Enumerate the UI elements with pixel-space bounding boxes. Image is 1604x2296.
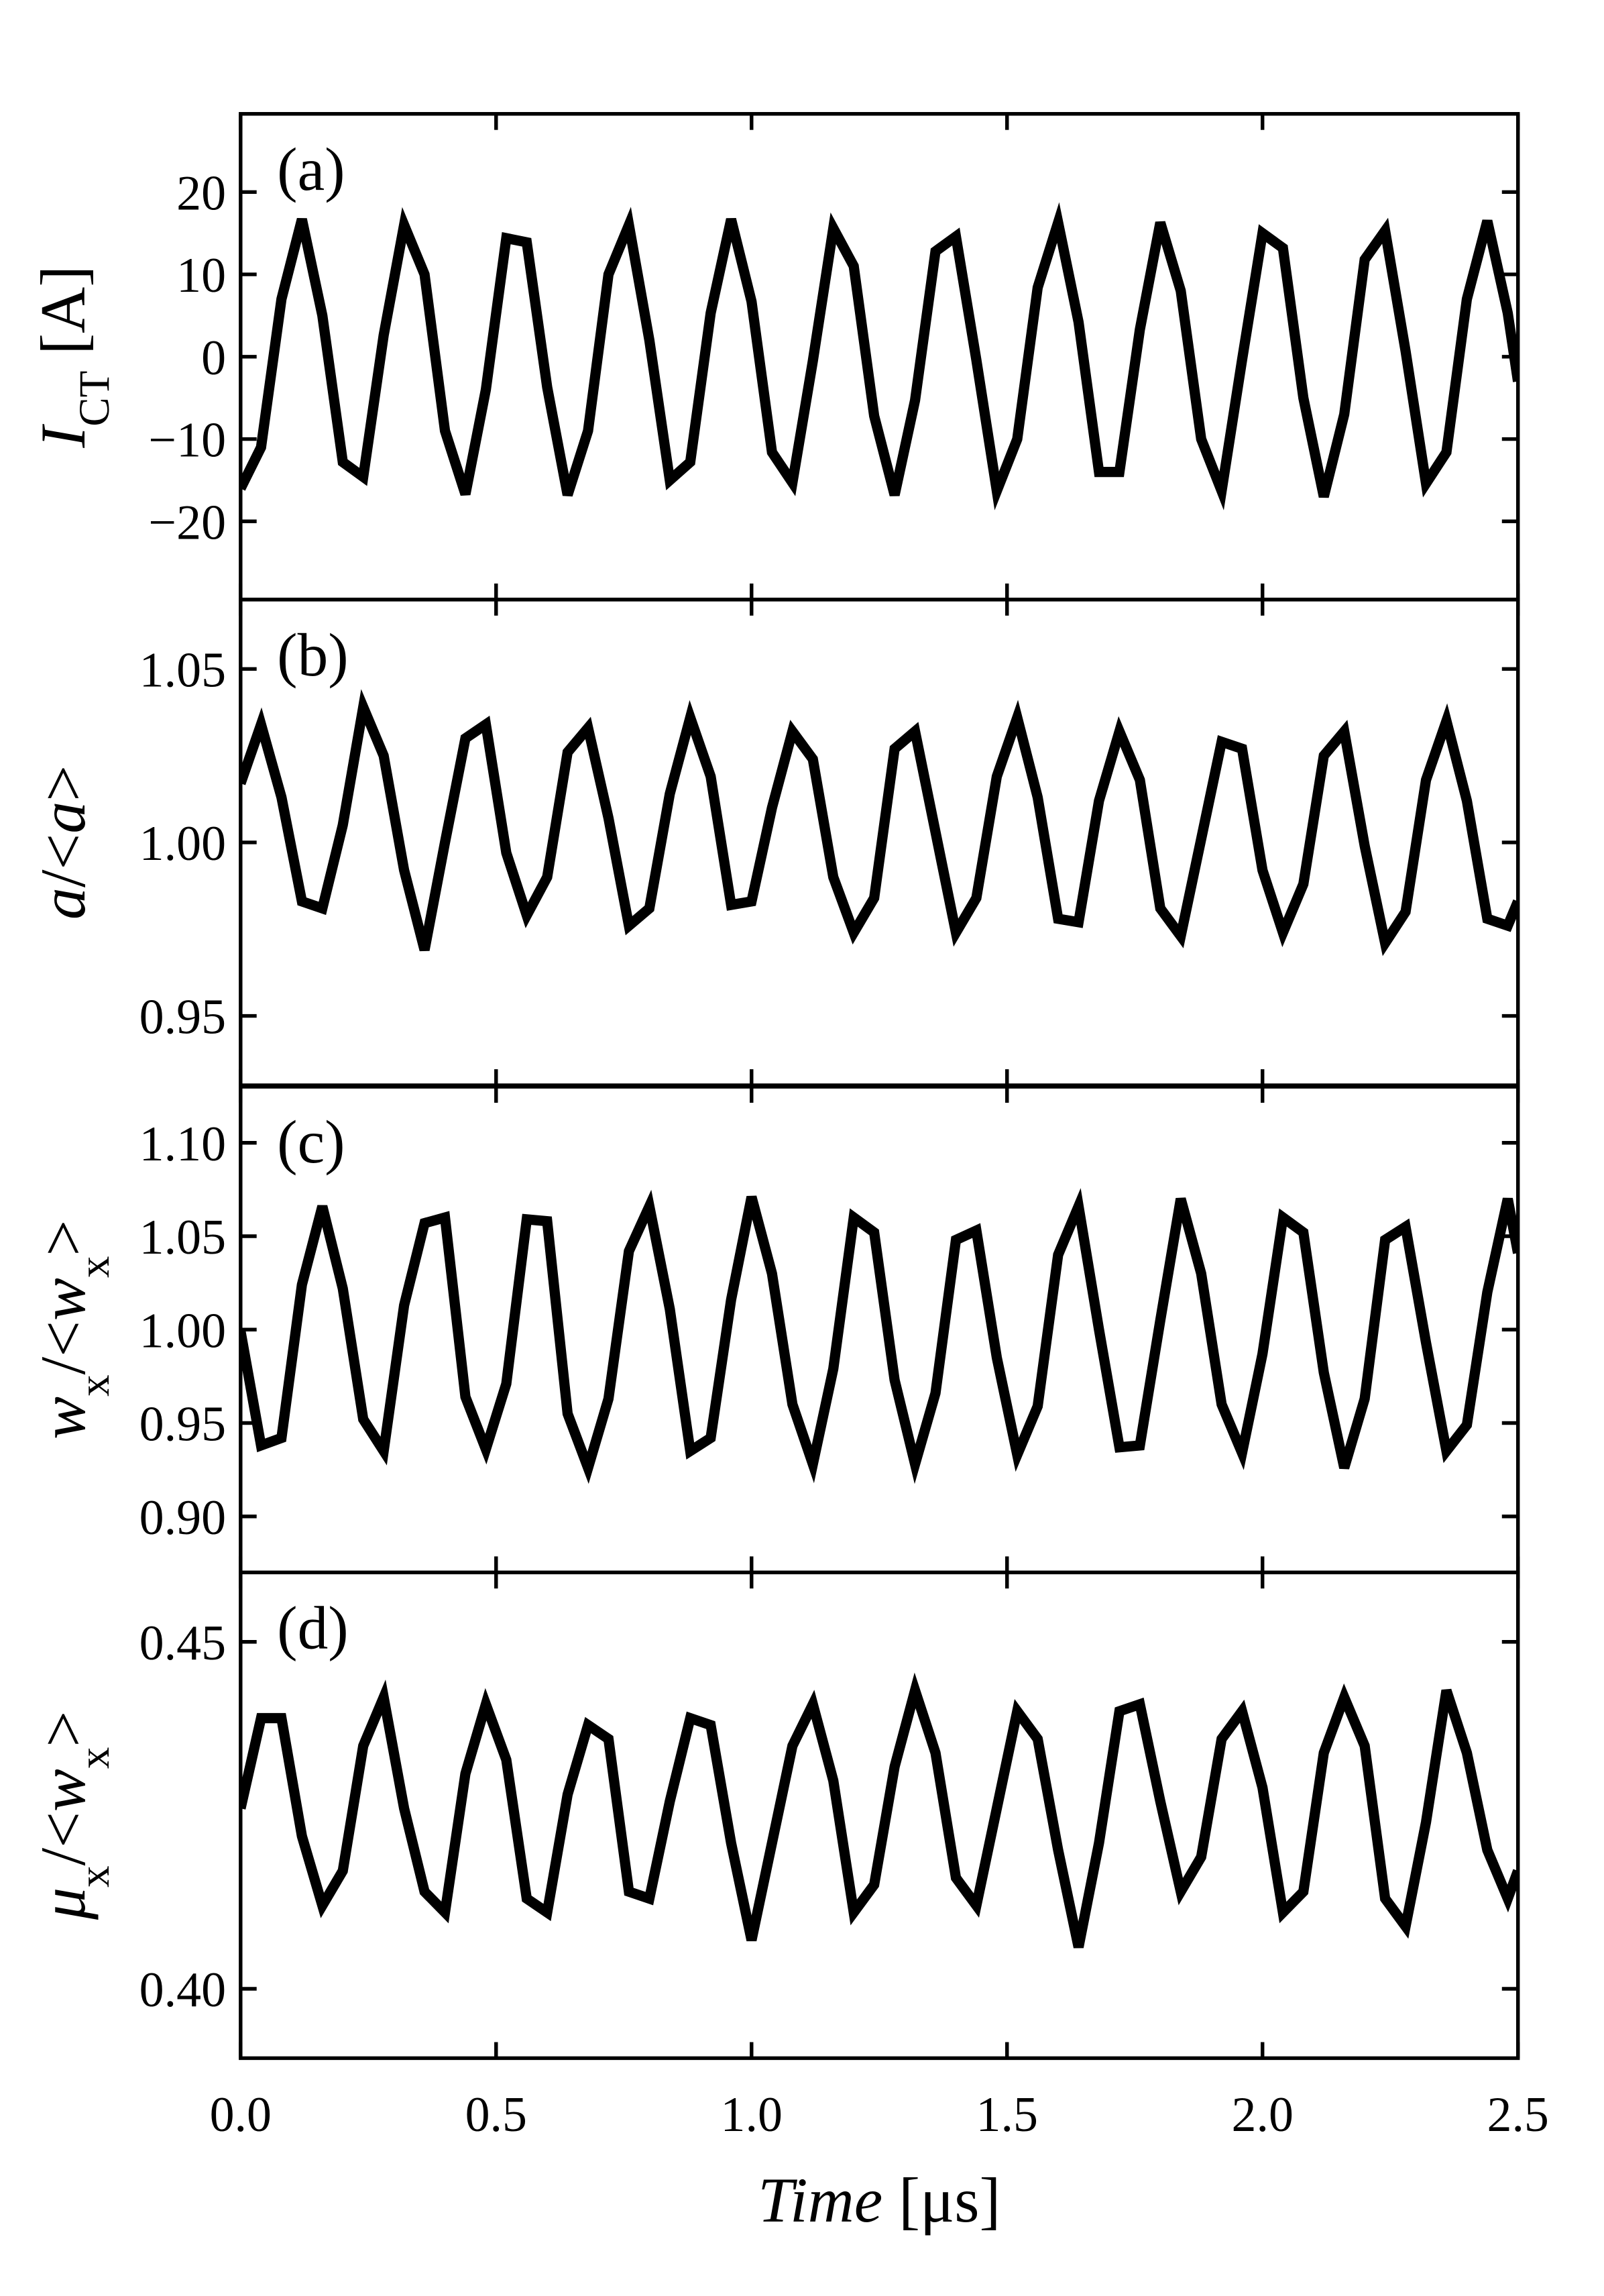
label-part: /< [27,1321,99,1375]
plot-frame [239,1085,1520,1575]
y-tick-label: 0.40 [139,1962,226,2017]
label-part: a [27,887,99,920]
label-part: > [27,1220,99,1256]
y-tick-label: 1.05 [139,1209,226,1264]
y-tick-label: 0 [201,330,226,385]
label-part: CT [70,371,119,427]
label-part: Time [758,2165,882,2236]
data-line [240,1188,1518,1484]
y-tick-label: −10 [148,413,226,468]
label-part: [μs] [882,2165,1000,2236]
label-part: I [27,424,99,449]
panel-label: (b) [277,621,349,689]
y-axis-label: μx/<wx> [27,1711,119,1920]
x-tick-label: 0.5 [465,2087,527,2142]
label-part: > [27,1711,99,1747]
label-part: w [27,1397,99,1439]
label-part: w [27,1278,99,1321]
label-part: /< [27,834,99,888]
x-tick-label: 1.5 [976,2087,1038,2142]
label-part: a [27,802,99,834]
x-tick-label: 2.5 [1487,2087,1548,2142]
label-part: x [70,1866,119,1888]
label-part: w [27,1769,99,1812]
y-tick-label: 20 [176,165,226,220]
y-tick-label: −20 [148,494,226,549]
x-tick-label: 1.0 [721,2087,783,2142]
y-axis-label: a/<a> [27,765,99,920]
x-axis-label: Time [μs] [758,2165,1000,2236]
y-tick-label: 1.00 [139,1303,226,1358]
y-tick-label: 1.00 [139,816,226,871]
label-part: /< [27,1812,99,1866]
data-line [240,1672,1518,1949]
y-tick-label: 10 [176,248,226,303]
label-part: > [27,765,99,802]
y-tick-label: 0.95 [139,989,226,1044]
y-tick-label: 0.90 [139,1490,226,1545]
x-tick-label: 0.0 [210,2087,272,2142]
label-part: μ [27,1888,99,1920]
label-part: x [70,1374,119,1397]
label-part: [A] [27,266,99,371]
y-tick-label: 1.05 [139,642,226,697]
label-part: x [70,1747,119,1769]
y-tick-label: 1.10 [139,1116,226,1171]
panel-label: (c) [277,1108,345,1176]
x-tick-label: 2.0 [1232,2087,1294,2142]
panel-label: (d) [277,1594,349,1661]
y-axis-label: ICT [A] [27,266,119,449]
plot-frame [239,1570,1520,2061]
y-tick-label: 0.95 [139,1397,226,1452]
y-tick-label: 0.45 [139,1615,226,1670]
data-line [240,202,1518,510]
label-part: x [70,1256,119,1278]
panel-label: (a) [277,135,345,203]
data-line [240,689,1518,956]
y-axis-label: wx/<wx> [27,1220,119,1439]
